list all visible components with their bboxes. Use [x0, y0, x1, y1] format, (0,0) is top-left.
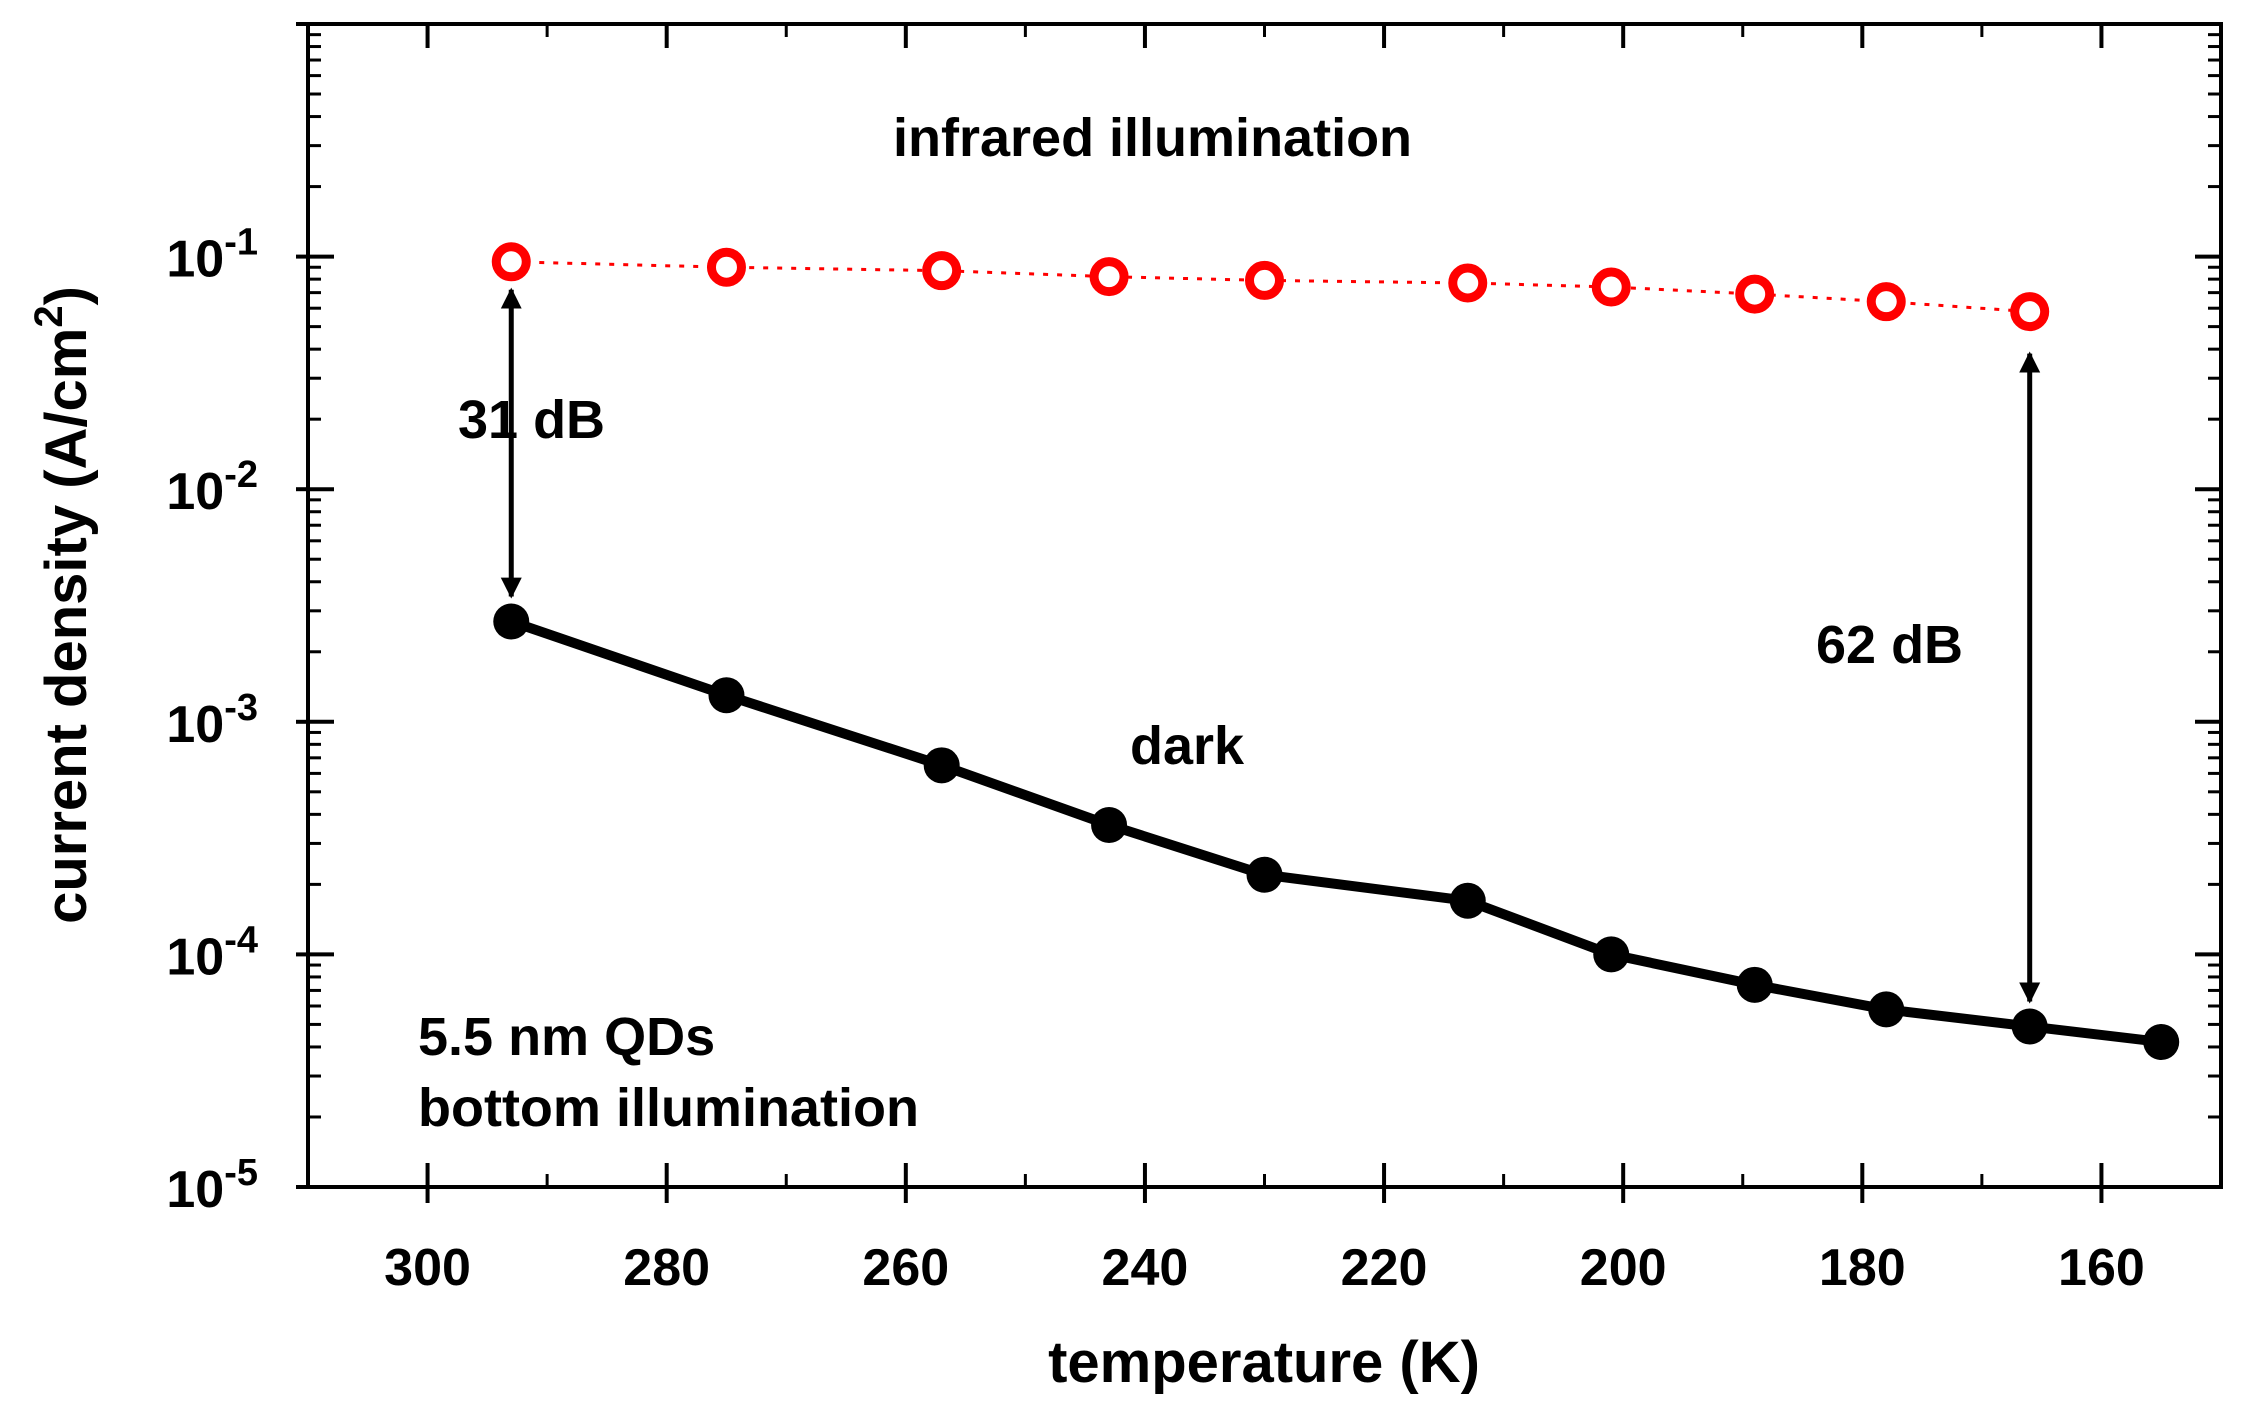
- y-axis-title-sup: 2: [27, 305, 71, 327]
- db-31-label: 31 dB: [458, 390, 605, 450]
- infrared-point: [2010, 292, 2050, 332]
- y-tick-label: 10-4: [166, 919, 258, 986]
- infrared-point: [1735, 274, 1775, 314]
- dark-point: [923, 747, 960, 784]
- dark-point: [493, 603, 530, 640]
- infrared-point: [706, 247, 746, 287]
- x-tick-label: 260: [862, 1239, 949, 1297]
- y-tick-labels: 10-5 10-4 10-3 10-2 10-1: [166, 222, 258, 1219]
- dark-label: dark: [1130, 716, 1245, 776]
- dark-point: [1246, 856, 1283, 893]
- infrared-series: [491, 242, 2050, 332]
- axis-ticks: [296, 22, 2223, 1203]
- y-tick-label: 10-2: [166, 454, 258, 521]
- x-tick-label: 180: [1819, 1239, 1906, 1297]
- infrared-point: [1591, 267, 1631, 307]
- infrared-point: [1245, 260, 1284, 300]
- dark-series: [493, 603, 2180, 1061]
- dark-point: [708, 677, 745, 714]
- dark-point: [1449, 882, 1486, 919]
- y-axis-title-main: current density (A/cm: [34, 328, 99, 924]
- infrared-label: infrared illumination: [893, 108, 1412, 168]
- sample-label-line1: 5.5 nm QDs: [418, 1007, 715, 1067]
- infrared-line: [511, 260, 2030, 314]
- infrared-point: [1448, 263, 1488, 303]
- dark-line: [509, 616, 2162, 1047]
- y-tick-label: 10-1: [166, 222, 258, 289]
- infrared-point: [922, 251, 962, 291]
- x-tick-labels: 300 280 260 240 220 200 180 160: [384, 1239, 2145, 1297]
- x-tick-label: 240: [1102, 1239, 1189, 1297]
- y-tick-label: 10-5: [166, 1152, 258, 1219]
- infrared-point: [1089, 257, 1129, 297]
- x-tick-label: 300: [384, 1239, 471, 1297]
- db-62-label: 62 dB: [1816, 615, 1963, 675]
- x-axis-title: temperature (K): [1048, 1330, 1480, 1395]
- x-tick-label: 160: [2058, 1239, 2145, 1297]
- y-axis-title: current density (A/cm2): [27, 286, 99, 924]
- x-tick-label: 220: [1341, 1239, 1428, 1297]
- y-tick-label: 10-3: [166, 687, 258, 754]
- x-tick-label: 280: [623, 1239, 710, 1297]
- dark-point: [1593, 936, 1630, 973]
- y-axis-title-close: ): [34, 286, 99, 305]
- dark-point: [1868, 991, 1905, 1028]
- db-arrows: [500, 287, 2041, 1004]
- dark-point: [1091, 807, 1128, 844]
- sample-label-line2: bottom illumination: [418, 1078, 919, 1138]
- dark-point: [1736, 966, 1773, 1003]
- x-tick-label: 200: [1580, 1239, 1667, 1297]
- infrared-point: [491, 242, 531, 282]
- dark-point: [2143, 1024, 2180, 1061]
- infrared-point: [1866, 282, 1906, 322]
- dark-point: [2011, 1008, 2048, 1045]
